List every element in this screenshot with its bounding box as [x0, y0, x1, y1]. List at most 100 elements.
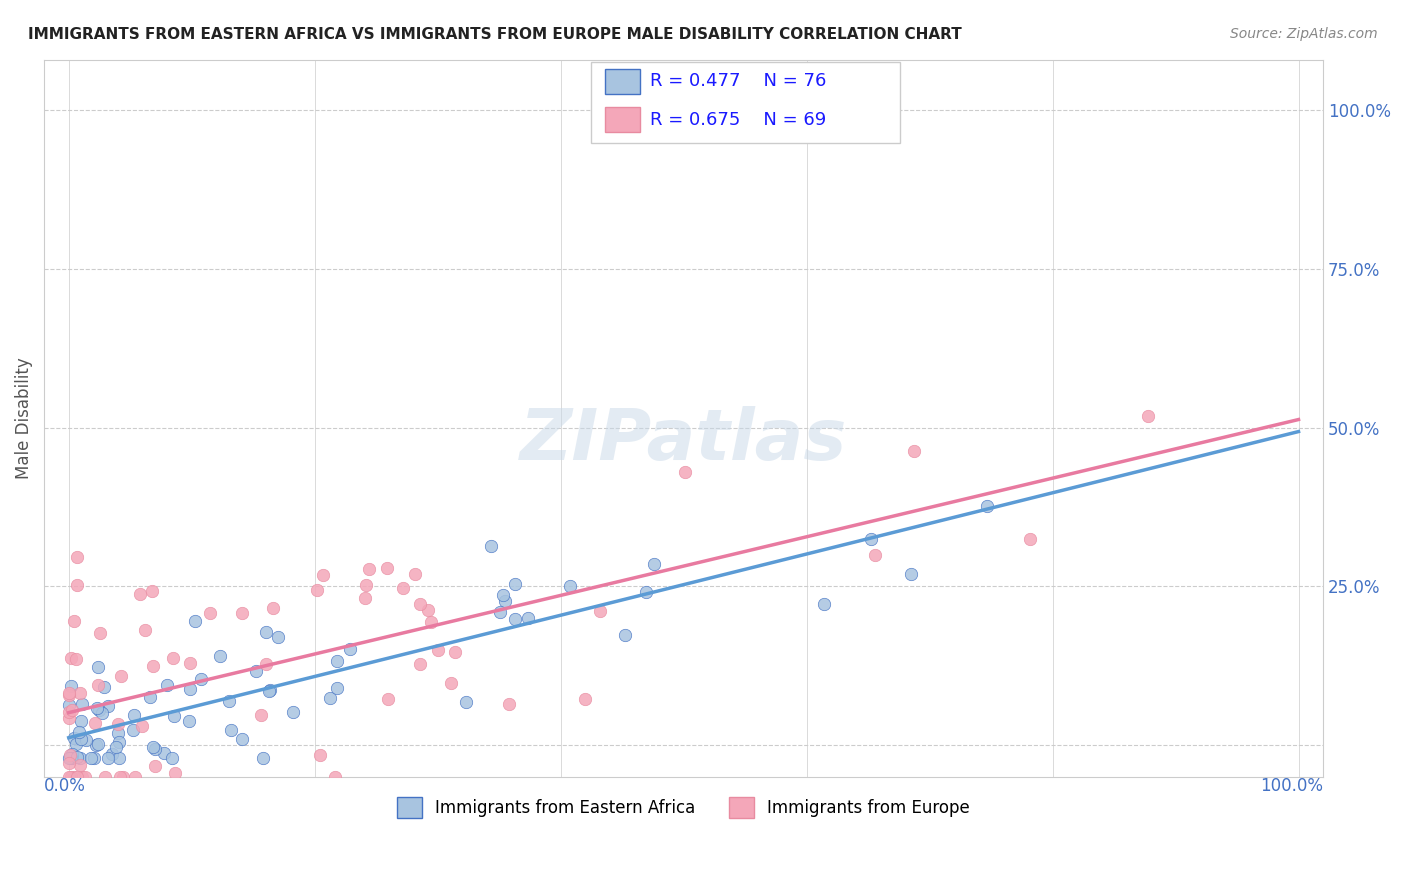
Point [156, 678, 179, 692]
Point [163, 765, 186, 780]
Point [69, 731, 91, 746]
Point [309, 747, 332, 762]
Point [124, 770, 146, 784]
Point [84, 738, 107, 752]
Y-axis label: Male Disability: Male Disability [15, 358, 32, 479]
Point [813, 597, 835, 611]
Point [634, 585, 657, 599]
Point [141, 584, 163, 599]
Point [184, 614, 207, 628]
Point [58, 698, 80, 712]
Point [179, 682, 201, 697]
Point [426, 643, 449, 657]
Point [70, 697, 93, 711]
Point [110, 668, 132, 682]
Point [283, 705, 305, 719]
Point [307, 583, 329, 598]
Point [259, 683, 281, 698]
Point [162, 651, 184, 665]
Point [58, 686, 80, 700]
Point [75, 733, 97, 747]
Point [112, 770, 135, 784]
Point [257, 684, 280, 698]
Text: 100.0%: 100.0% [1260, 777, 1323, 795]
Point [100, 747, 122, 761]
Point [254, 657, 277, 671]
Point [60, 751, 83, 765]
Point [69, 751, 91, 765]
Text: IMMIGRANTS FROM EASTERN AFRICA VS IMMIGRANTS FROM EUROPE MALE DISABILITY CORRELA: IMMIGRANTS FROM EASTERN AFRICA VS IMMIGR… [28, 27, 962, 42]
Point [104, 740, 127, 755]
Point [418, 603, 440, 617]
Point [392, 581, 415, 595]
Point [162, 751, 184, 765]
Point [558, 580, 581, 594]
Point [249, 708, 271, 723]
Text: ZIPatlas: ZIPatlas [520, 406, 848, 475]
Point [93, 681, 115, 695]
Point [218, 694, 240, 708]
Point [66, 550, 89, 565]
Point [357, 562, 380, 576]
Point [143, 759, 166, 773]
Point [517, 610, 540, 624]
Point [66, 770, 89, 784]
Point [208, 648, 231, 663]
Point [503, 612, 526, 626]
Point [142, 740, 165, 755]
Point [312, 567, 335, 582]
Point [97, 751, 120, 765]
Point [262, 601, 284, 615]
Point [90, 706, 112, 720]
Point [107, 725, 129, 739]
Point [58, 751, 80, 765]
Point [65, 652, 87, 666]
Point [84, 716, 107, 731]
Point [439, 675, 461, 690]
Point [377, 692, 399, 706]
Point [58, 688, 80, 702]
Point [219, 723, 242, 738]
Point [86, 701, 108, 715]
Point [58, 711, 80, 725]
Point [59, 770, 82, 784]
Point [59, 680, 82, 694]
Point [66, 750, 89, 764]
Point [59, 747, 82, 762]
Point [122, 708, 145, 723]
Text: R = 0.477    N = 76: R = 0.477 N = 76 [650, 72, 825, 90]
Point [488, 606, 510, 620]
Point [108, 751, 131, 765]
Point [59, 751, 82, 765]
Text: Source: ZipAtlas.com: Source: ZipAtlas.com [1230, 27, 1378, 41]
Point [60, 747, 83, 761]
Point [177, 714, 200, 729]
Point [65, 737, 87, 751]
Point [86, 678, 108, 692]
Point [419, 615, 441, 630]
Point [231, 732, 253, 747]
Point [456, 696, 478, 710]
Point [80, 751, 103, 765]
Point [107, 716, 129, 731]
Point [900, 567, 922, 582]
Point [673, 465, 696, 479]
Point [231, 606, 253, 620]
Point [339, 641, 361, 656]
Point [58, 756, 80, 770]
Point [69, 686, 91, 700]
Point [62, 770, 84, 784]
Point [589, 604, 612, 618]
Point [58, 705, 80, 719]
Point [643, 557, 665, 571]
Point [94, 770, 117, 784]
Point [444, 644, 467, 658]
Point [492, 588, 515, 602]
Point [574, 691, 596, 706]
Point [190, 672, 212, 686]
Point [479, 539, 502, 553]
Legend: Immigrants from Eastern Africa, Immigrants from Europe: Immigrants from Eastern Africa, Immigran… [389, 789, 979, 826]
Point [89, 626, 111, 640]
Text: 0.0%: 0.0% [44, 777, 86, 795]
Point [326, 654, 349, 668]
